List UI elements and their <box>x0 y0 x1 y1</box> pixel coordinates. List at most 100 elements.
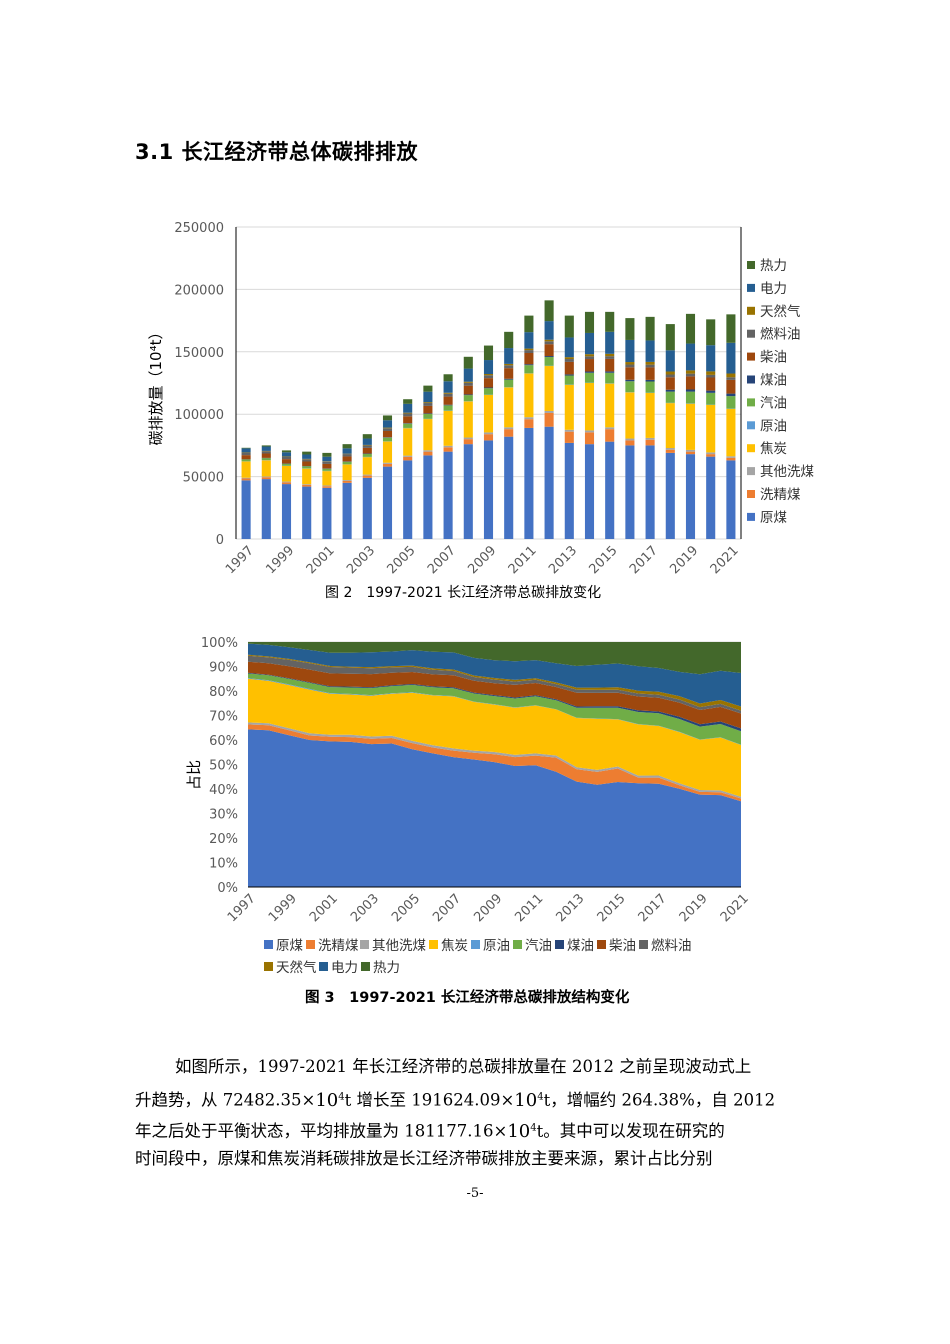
y-tick-label: 60% <box>209 734 238 749</box>
legend-swatch <box>747 512 755 521</box>
x-tick-label: 2019 <box>677 891 711 925</box>
bar-segment <box>322 456 332 462</box>
bar-segment <box>706 374 716 378</box>
bar-segment <box>564 357 574 360</box>
bar-segment <box>584 332 595 355</box>
bar-segment <box>625 362 635 365</box>
y-axis-label: 占比 <box>185 760 203 790</box>
bar-segment <box>706 319 716 346</box>
bar-segment <box>322 485 332 487</box>
x-tick-label: 2003 <box>348 891 382 925</box>
bar-segment <box>685 343 696 371</box>
paragraph-line-4: 时间段中，原煤和焦炭消耗碳排放是长江经济带碳排放主要来源，累计占比分别 <box>135 1149 713 1168</box>
bar-segment <box>706 452 716 455</box>
bar-segment <box>665 350 675 372</box>
y-tick-label: 90% <box>209 661 238 676</box>
y-tick-label: 250000 <box>174 221 224 236</box>
bar-segment <box>605 358 615 372</box>
bar-segment <box>403 423 413 428</box>
bar-segment <box>625 339 635 363</box>
bar-segment <box>544 366 554 411</box>
bar-segment <box>645 340 655 362</box>
figure-2-caption: 图 2 1997-2021 长江经济带总碳排放变化 <box>325 585 602 601</box>
bar-segment <box>281 452 292 457</box>
bar-segment <box>281 450 292 453</box>
bar-segment <box>241 452 251 456</box>
bar-segment <box>544 426 554 539</box>
x-tick-label: 2017 <box>636 891 670 925</box>
legend-label: 柴油 <box>760 350 787 366</box>
bar-segment <box>443 410 453 446</box>
bar-segment <box>261 458 271 461</box>
x-tick-label: 2017 <box>627 543 661 577</box>
legend-swatch <box>319 962 328 971</box>
x-tick-label: 2009 <box>471 891 505 925</box>
bar-segment <box>463 437 473 440</box>
legend-swatch <box>513 940 522 949</box>
bar-segment <box>241 477 251 479</box>
bar-segment <box>342 482 352 539</box>
bar-segment <box>504 427 514 430</box>
bar-segment <box>605 371 615 373</box>
bar-segment <box>544 341 554 345</box>
bar-segment <box>504 368 514 379</box>
area-series <box>248 678 741 797</box>
bar-segment <box>564 384 574 430</box>
bar-segment <box>382 415 393 421</box>
bar-segment <box>342 480 352 481</box>
legend-label: 汽油 <box>525 938 552 954</box>
bar-segment <box>504 378 514 380</box>
x-tick-label: 2013 <box>546 543 580 577</box>
legend-swatch <box>747 329 755 338</box>
legend-swatch <box>429 940 438 949</box>
bar-segment <box>726 408 736 457</box>
bar-segment <box>423 419 433 451</box>
legend-swatch <box>306 940 315 949</box>
body-paragraph: 如图所示，1997-2021 年长江经济带的总碳排放量在 2012 之前呈现波动… <box>135 1052 815 1082</box>
bar-segment <box>362 447 372 454</box>
legend-label: 热力 <box>373 960 400 976</box>
area-series <box>248 655 741 714</box>
bar-segment <box>443 445 453 448</box>
bar-segment <box>322 452 332 457</box>
line2-text-c: ，增幅约 264.38%，自 2012 <box>550 1090 776 1110</box>
bar-segment <box>504 436 514 539</box>
y-tick-label: 50000 <box>183 471 224 486</box>
x-tick-label: 2015 <box>587 543 621 577</box>
bar-segment <box>645 392 655 438</box>
legend-swatch <box>361 962 370 971</box>
bar-segment <box>261 479 271 539</box>
bar-segment <box>302 466 312 469</box>
x-tick-label: 2005 <box>385 543 419 577</box>
bar-segment <box>463 382 473 386</box>
bar-segment <box>605 331 615 354</box>
line3-text-b: 。其中可以发现在研究的 <box>543 1121 725 1141</box>
bar-segment <box>423 402 433 404</box>
bar-segment <box>645 445 655 539</box>
bar-segment <box>544 410 554 413</box>
bar-segment <box>524 332 534 349</box>
x-tick-label: 2013 <box>553 891 587 925</box>
bar-segment <box>625 381 635 393</box>
legend-swatch <box>747 375 755 384</box>
bar-segment <box>403 412 413 414</box>
x-tick-label: 2003 <box>344 543 378 577</box>
bar-segment <box>645 316 655 341</box>
bar-segment <box>645 381 655 393</box>
bar-segment <box>726 460 736 539</box>
legend-swatch <box>597 940 606 949</box>
legend-label: 焦炭 <box>441 938 468 954</box>
y-tick-label: 40% <box>209 783 238 798</box>
bar-segment <box>423 403 433 406</box>
bar-segment <box>665 448 675 450</box>
bar-segment <box>463 368 473 382</box>
bar-segment <box>443 405 453 411</box>
bar-segment <box>302 459 312 462</box>
bar-segment <box>584 359 595 372</box>
bar-segment <box>302 461 312 466</box>
bar-segment <box>362 453 372 457</box>
bar-segment <box>685 454 696 539</box>
bar-segment <box>281 459 292 464</box>
bar-segment <box>665 403 675 449</box>
bar-segment <box>241 478 251 481</box>
